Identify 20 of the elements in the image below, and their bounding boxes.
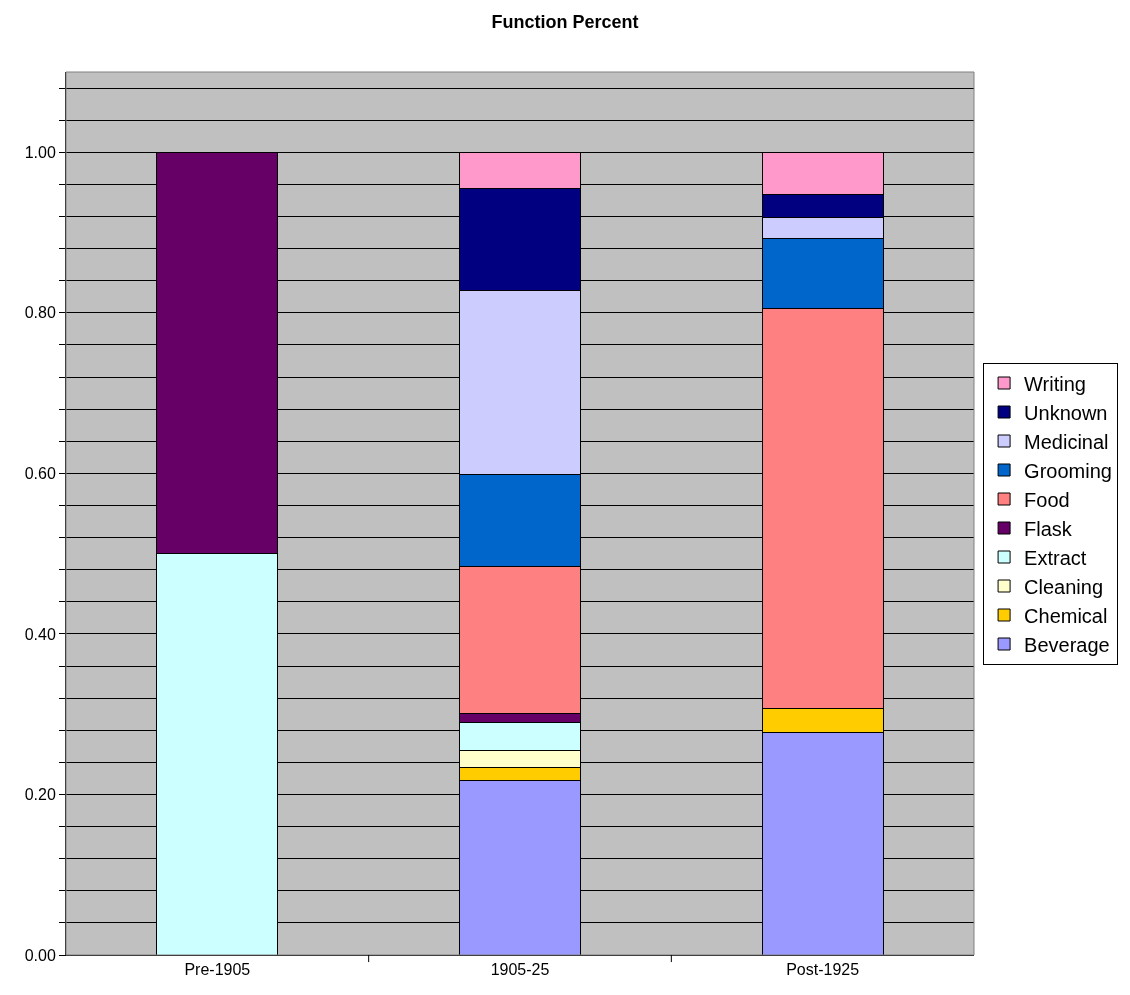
legend-label: Beverage <box>1024 633 1110 656</box>
legend-label: Cleaning <box>1024 575 1104 598</box>
x-tick-label: Post-1925 <box>786 961 860 979</box>
x-tick-label: Pre-1905 <box>184 961 251 979</box>
legend-label: Food <box>1024 488 1070 511</box>
legend-label: Grooming <box>1024 459 1112 482</box>
legend-label: Extract <box>1024 546 1087 569</box>
y-tick-label: 0.20 <box>24 786 56 804</box>
legend-label: Writing <box>1024 372 1086 395</box>
chart-title: Function Percent <box>491 11 639 32</box>
legend-label: Unknown <box>1024 401 1108 424</box>
legend-label: Medicinal <box>1024 430 1109 453</box>
legend-label: Chemical <box>1024 604 1108 627</box>
y-tick-label: 0.40 <box>24 625 56 643</box>
y-tick-label: 0.00 <box>24 946 56 964</box>
x-tick-label: 1905-25 <box>490 961 550 979</box>
y-tick-label: 0.60 <box>24 464 56 482</box>
y-tick-label: 0.80 <box>24 304 56 322</box>
legend-label: Flask <box>1024 517 1073 540</box>
y-tick-label: 1.00 <box>24 143 56 161</box>
